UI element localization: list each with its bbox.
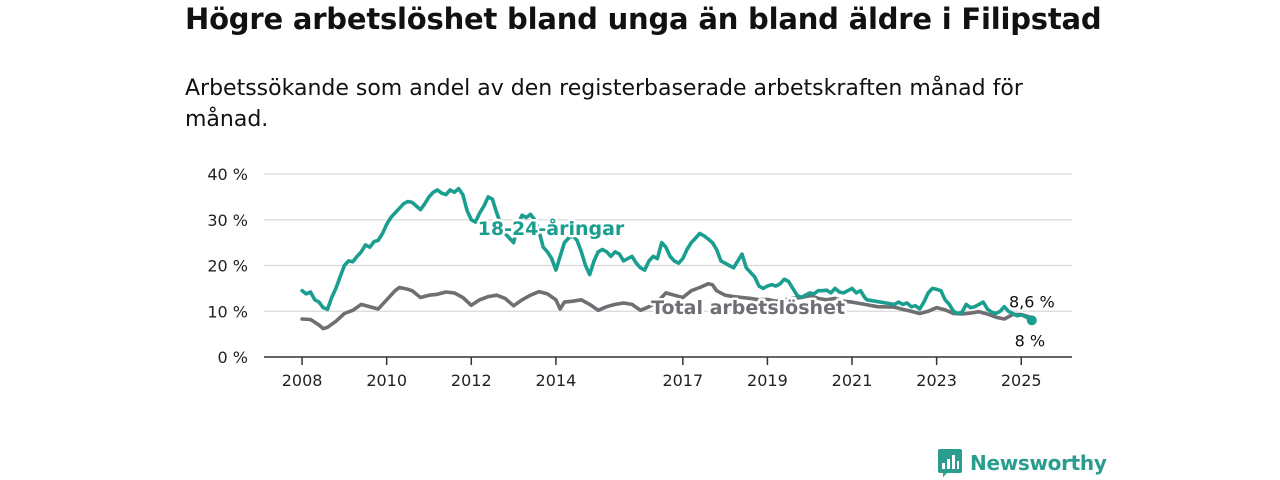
x-tick-label: 2010 bbox=[366, 371, 407, 390]
y-tick-label: 20 % bbox=[207, 257, 248, 276]
series-line-total bbox=[300, 282, 1034, 331]
x-tick-label: 2019 bbox=[747, 371, 788, 390]
y-tick-label: 0 % bbox=[218, 348, 248, 367]
x-tick-label: 2025 bbox=[1001, 371, 1042, 390]
axes: 0 % 10 % 20 % 30 % 40 % 2008 2010 2012 2014 2017 2… bbox=[207, 165, 1072, 390]
y-tick-label: 10 % bbox=[207, 302, 248, 321]
y-tick-label: 40 % bbox=[207, 165, 248, 184]
chart-subtitle: Arbetssökande som andel av den registerb… bbox=[185, 76, 1023, 132]
series-line-youth bbox=[300, 186, 1034, 323]
newsworthy-logo-icon bbox=[938, 449, 962, 477]
brand-logo: Newsworthy bbox=[938, 448, 1107, 478]
series-label-total: Total arbetslöshet bbox=[651, 297, 845, 319]
series bbox=[300, 186, 1037, 331]
x-tick-label: 2021 bbox=[832, 371, 873, 390]
x-tick-label: 2012 bbox=[451, 371, 492, 390]
brand-name: Newsworthy bbox=[970, 451, 1107, 475]
x-tick-label: 2017 bbox=[662, 371, 703, 390]
gridlines bbox=[264, 173, 1072, 312]
x-tick-label: 2008 bbox=[282, 371, 323, 390]
x-tick-label: 2023 bbox=[916, 371, 957, 390]
series-label-youth: 18-24-åringar bbox=[478, 216, 625, 240]
x-tick-label: 2014 bbox=[536, 371, 577, 390]
endpoint-dot-youth bbox=[1026, 315, 1037, 326]
last-value-label-youth: 8 % bbox=[1015, 331, 1045, 350]
chart-title: Högre arbetslöshet bland unga än bland ä… bbox=[185, 2, 1102, 36]
last-value-label-total: 8,6 % bbox=[1009, 293, 1055, 312]
y-tick-label: 30 % bbox=[207, 211, 248, 230]
series-labels: 18-24-åringar Total arbetslöshet 8,6 % 8 % bbox=[475, 213, 1057, 352]
